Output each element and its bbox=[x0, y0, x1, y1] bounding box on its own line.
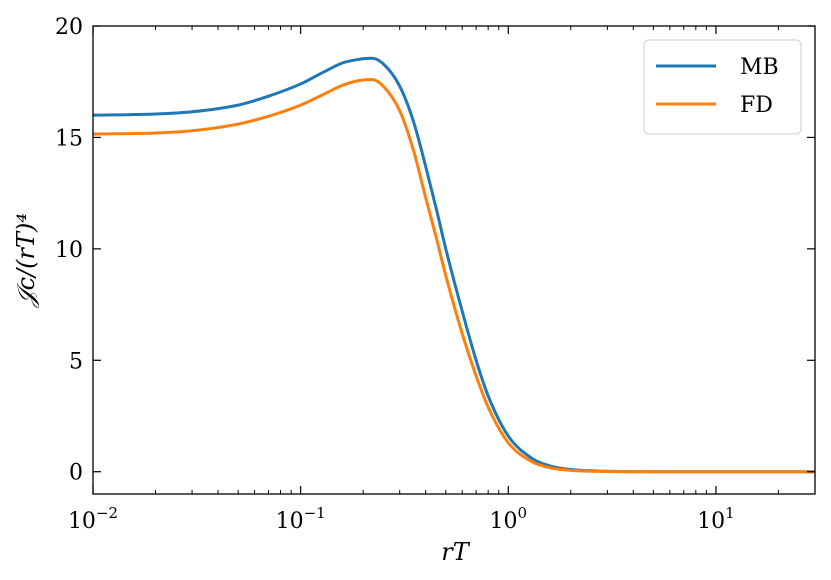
series-line-fd bbox=[92, 77, 815, 474]
y-tick-label: 15 bbox=[55, 126, 83, 151]
y-tick-label: 10 bbox=[55, 238, 83, 263]
x-axis-label: rT bbox=[441, 538, 470, 566]
y-axis-label: 𝒥c/(rT)⁴ bbox=[12, 213, 40, 308]
legend-label-fd: FD bbox=[740, 93, 773, 118]
y-axis: 0 5 10 15 20 bbox=[55, 15, 815, 486]
x-tick-label: 101 bbox=[697, 504, 735, 534]
x-tick-label: 100 bbox=[490, 504, 528, 534]
y-tick-label: 5 bbox=[69, 349, 83, 374]
plot-frame bbox=[92, 25, 816, 495]
legend-label-mb: MB bbox=[740, 55, 779, 80]
y-tick-label: 0 bbox=[69, 461, 83, 486]
x-tick-label: 10−1 bbox=[276, 504, 326, 534]
y-tick-label: 20 bbox=[55, 15, 83, 40]
x-axis: 10−2 10−1 100 101 bbox=[68, 26, 816, 534]
x-tick-label: 10−2 bbox=[68, 504, 118, 534]
legend-frame bbox=[643, 39, 802, 135]
series-layer bbox=[92, 56, 815, 474]
legend: MB FD bbox=[643, 39, 802, 135]
